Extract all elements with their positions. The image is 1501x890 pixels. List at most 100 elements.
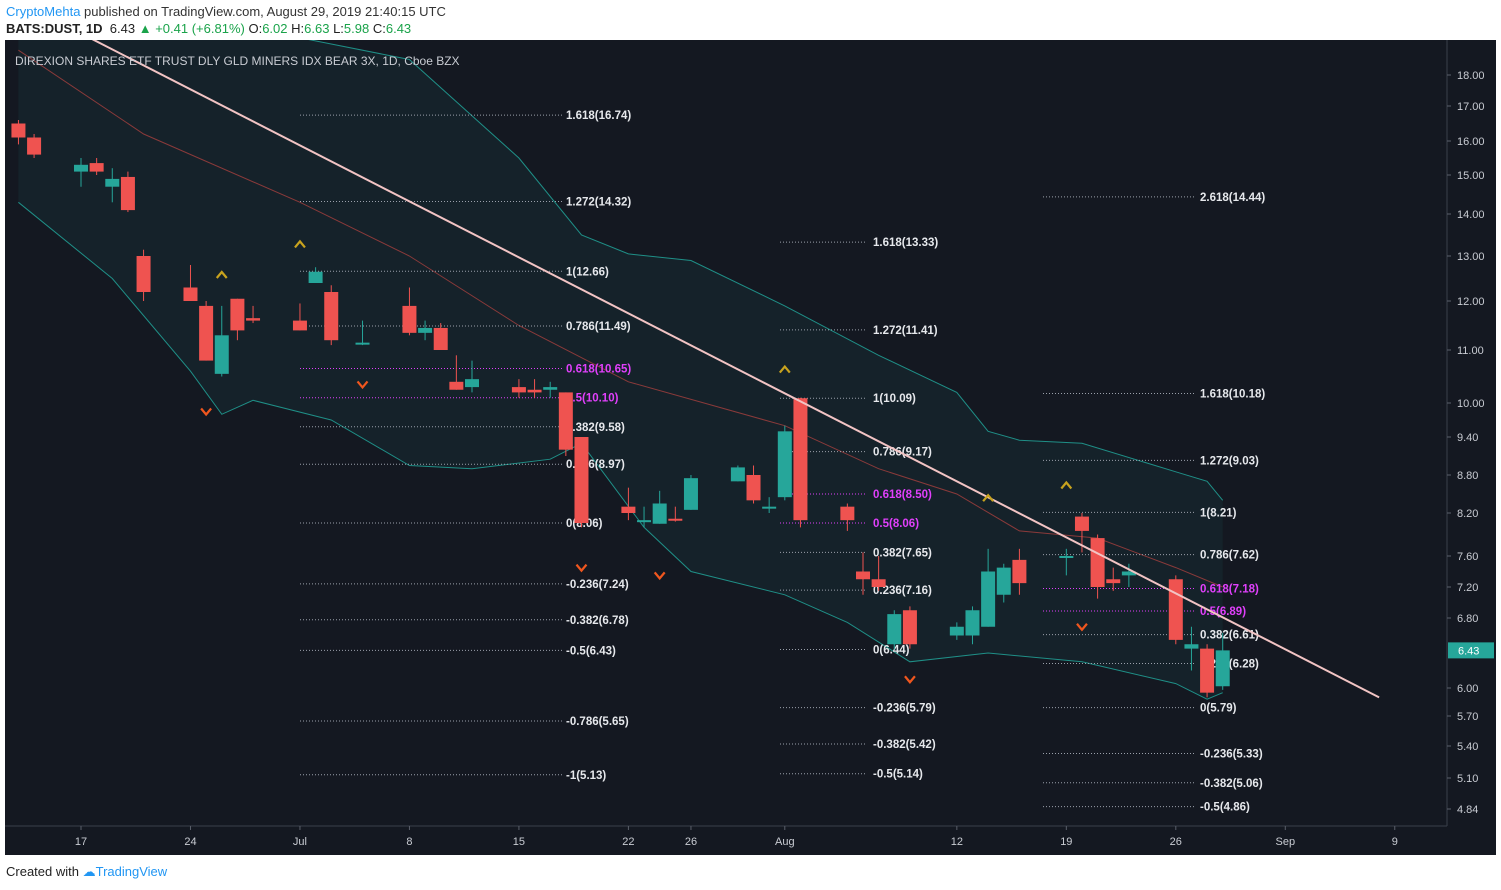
signal-up-icon [215,270,228,279]
open-label: O: [248,21,263,36]
price-chart[interactable]: 1.618(16.74) 1.272(14.32) 1(12.66) 0.786(11… [5,40,1496,855]
close-label: C: [372,21,386,36]
symbol-label: BATS:DUST, 1D [6,21,103,36]
bollinger-lower-line [18,201,1223,700]
time-tick-label: Jul [293,836,307,848]
current-price-label: 6.43 [1458,645,1479,657]
time-tick-label: 19 [1060,836,1072,848]
candle-body [965,610,980,636]
created-with: Created with [6,864,79,879]
fib-label: 1.618(13.33) [873,237,938,249]
candle-body [777,431,792,498]
candle-body [668,518,683,521]
candle-body [355,342,370,345]
high-label: H: [291,21,305,36]
fib-label: 0.5(8.06) [873,518,919,530]
fib-label: 0.5(6.89) [1200,606,1246,618]
candle-body [558,392,573,450]
price-tick-label: 5.70 [1457,711,1478,723]
candle-body [511,387,526,393]
price-tick-label: 14.00 [1457,209,1485,221]
fib-label: -0.382(5.06) [1200,778,1263,790]
candle-body [418,327,433,333]
candle-body [89,163,104,172]
candle-body [543,387,558,390]
fib-label: 0.382(6.61) [1200,630,1259,642]
candle-body [981,571,996,627]
candle-body [1059,556,1074,558]
candle-body [465,379,479,388]
fib-label: -0.5(5.14) [873,769,923,781]
fib-label: 0.236(7.16) [873,585,932,597]
author-link[interactable]: CryptoMehta [6,4,81,19]
fib-label: -0.236(5.79) [873,703,936,715]
fib-label: 0(6.44) [873,645,910,657]
price-tick-label: 7.60 [1457,551,1478,563]
close-value: 6.43 [385,21,412,36]
candle-body [136,256,151,292]
current-price-tag [1448,642,1494,659]
fib-label: -0.382(5.42) [873,739,936,751]
candle-body [1106,579,1121,584]
time-tick-label: 17 [75,836,87,848]
price-change: +0.41 (+6.81%) [155,21,245,36]
time-tick-label: Aug [775,836,795,848]
candle-body [527,389,542,393]
fib-label: -0.5(4.86) [1200,802,1250,814]
candle-body [840,506,855,521]
candle-body [683,478,698,510]
candle-body [199,305,214,361]
fib-label: 1.618(16.74) [566,110,631,122]
signal-markers [200,239,1088,684]
price-tick-label: 5.10 [1457,773,1478,785]
fib-label: 1.272(11.41) [873,325,938,337]
trendline-group[interactable] [65,40,1380,699]
signal-up-icon [1060,480,1073,490]
fib-label: 1.618(10.18) [1200,388,1265,400]
fib-label: 0.786(11.49) [566,321,631,333]
open-value: 6.02 [262,21,288,36]
candle-body [730,467,745,482]
candle-body [183,287,198,301]
candle-body [214,335,229,374]
signal-down-icon [575,563,588,573]
candle-body [574,437,589,524]
fib-label: 0.618(10.65) [566,364,631,376]
candle-body [1121,571,1136,576]
price-tick-label: 8.20 [1457,508,1478,520]
fib-label: 0.786(7.62) [1200,550,1259,562]
signal-up-icon [778,364,791,374]
time-tick-label: 26 [1170,836,1182,848]
chart-panel[interactable]: 1.618(16.74) 1.272(14.32) 1(12.66) 0.786(11… [5,40,1496,855]
fib-label: -0.236(5.33) [1200,748,1263,760]
candle-body [308,271,323,283]
fib-label: -0.786(5.65) [566,716,629,728]
candle-body [652,503,667,524]
up-arrow-icon: ▲ [138,21,152,36]
time-axis[interactable]: 17 24 Jul 8 15 22 26 Aug 12 19 26 Sep 9 [5,825,1447,848]
time-tick-label: 26 [685,836,697,848]
publish-header: CryptoMehta published on TradingView.com… [6,4,446,19]
candle-body [230,298,245,331]
price-tick-label: 10.00 [1457,398,1485,410]
price-tick-label: 11.00 [1457,345,1484,357]
tradingview-link[interactable]: TradingView [95,864,168,879]
signal-down-icon [1076,623,1088,632]
candle-body [1200,648,1215,693]
price-tick-label: 8.80 [1457,470,1478,482]
candle-body [621,506,636,513]
price-tick-label: 13.00 [1457,251,1485,263]
candle-body [793,398,808,521]
fib-label: 0.382(9.58) [566,422,625,434]
price-tick-label: 7.20 [1457,582,1478,594]
fib-label: 1.272(9.03) [1200,455,1259,467]
candle-body [887,614,902,645]
fib-label: 0.5(10.10) [566,393,619,405]
signal-down-icon [653,571,666,581]
low-value: 5.98 [343,21,370,36]
candle-body [746,475,761,501]
fib-label: -0.5(6.43) [566,645,616,657]
candles [11,120,1230,698]
fib-label: 1.272(14.32) [566,197,631,209]
price-axis[interactable]: 18.00 17.00 16.00 15.00 14.00 13.00 12.00 11.00… [1446,40,1494,826]
